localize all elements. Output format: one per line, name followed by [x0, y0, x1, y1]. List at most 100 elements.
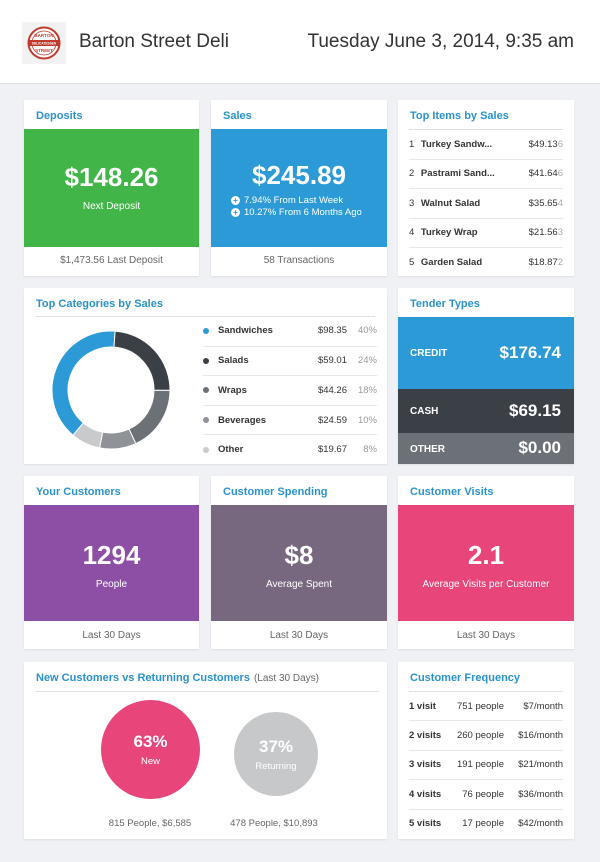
- customer-spending-period: Last 30 Days: [269, 630, 329, 641]
- frequency-people: 17 people: [462, 818, 504, 830]
- logo-text-mid: DELICATESSEN: [32, 42, 57, 46]
- customer-count: 1294: [82, 540, 141, 570]
- customer-visits-card[interactable]: Customer Visits 2.1 Average Visits per C…: [398, 476, 574, 649]
- frequency-people: 260 people: [456, 730, 504, 742]
- top-item-rank: 1: [409, 138, 415, 150]
- customer-frequency-title: Customer Frequency: [410, 672, 521, 684]
- customer-visits-period: Last 30 Days: [456, 630, 516, 641]
- category-row[interactable]: Other $19.67 8%: [203, 434, 377, 464]
- frequency-visits: 5 visits: [409, 818, 442, 830]
- donut-slice-other: [72, 422, 104, 449]
- logo-text-bottom: STREET: [35, 48, 53, 53]
- frequency-money: $16/month: [518, 730, 563, 742]
- tender-credit[interactable]: CREDIT $176.74: [398, 317, 574, 389]
- tender-types-title: Tender Types: [410, 298, 480, 310]
- top-item-rank: 4: [409, 227, 415, 239]
- customer-visits-title: Customer Visits: [410, 486, 494, 498]
- deli-logo-icon: BARTON DELICATESSEN STREET: [27, 26, 61, 60]
- top-item-price: $21.56: [528, 227, 558, 239]
- top-item-rank: 2: [409, 168, 415, 180]
- customer-spending-card[interactable]: Customer Spending $8 Average Spent Last …: [211, 476, 387, 649]
- your-customers-panel: 1294 People: [24, 505, 199, 621]
- top-item-count: 4: [557, 197, 563, 209]
- category-color-dot: [203, 357, 209, 364]
- plus-circle-icon: +: [231, 196, 240, 205]
- top-item-row[interactable]: 4 Turkey Wrap $21.56 3: [409, 217, 563, 248]
- categories-donut-chart: [51, 330, 171, 450]
- header-bar: BARTON DELICATESSEN STREET Barton Street…: [0, 0, 600, 84]
- frequency-row: 5 visits 17 people $42/month: [409, 808, 563, 838]
- top-item-price: $18.87: [528, 256, 558, 268]
- top-item-name: Garden Salad: [420, 256, 483, 268]
- category-name: Wraps: [218, 384, 247, 396]
- tender-cash[interactable]: CASH $69.15: [398, 389, 574, 433]
- category-color-dot: [203, 387, 209, 394]
- frequency-people: 751 people: [456, 700, 504, 712]
- sales-change-months: 10.27% From 6 Months Ago: [244, 207, 362, 218]
- top-item-name: Pastrami Sand...: [420, 168, 495, 180]
- customer-frequency-list: 1 visit 751 people $7/month 2 visits 260 peo…: [409, 691, 563, 838]
- top-categories-title: Top Categories by Sales: [36, 298, 163, 310]
- top-item-row[interactable]: 3 Walnut Salad $35.65 4: [409, 188, 563, 218]
- top-item-price: $49.13: [528, 138, 558, 150]
- customer-frequency-card: Customer Frequency 1 visit 751 people $7/m…: [398, 662, 574, 839]
- top-item-rank: 3: [409, 197, 415, 209]
- top-item-price: $41.64: [528, 168, 558, 180]
- deposits-panel: $148.26 Next Deposit: [24, 129, 199, 247]
- frequency-visits: 1 visit: [409, 700, 436, 712]
- top-item-row[interactable]: 5 Garden Salad $18.87 2: [409, 247, 563, 277]
- your-customers-card[interactable]: Your Customers 1294 People Last 30 Days: [24, 476, 199, 649]
- category-value: $19.67: [317, 444, 347, 456]
- sales-card[interactable]: Sales $245.89 +7.94% From Last Week +10.…: [211, 100, 387, 276]
- other-label: OTHER: [410, 444, 445, 455]
- category-row[interactable]: Wraps $44.26 18%: [203, 375, 377, 405]
- category-value: $59.01: [317, 355, 347, 367]
- frequency-row: 4 visits 76 people $36/month: [409, 779, 563, 808]
- frequency-visits: 3 visits: [409, 759, 442, 771]
- sales-change-months-row: +10.27% From 6 Months Ago: [231, 207, 387, 219]
- category-pct: 24%: [357, 355, 377, 367]
- customer-spending-panel: $8 Average Spent: [211, 505, 387, 621]
- credit-value: $176.74: [499, 343, 561, 362]
- customer-visits-panel: 2.1 Average Visits per Customer: [398, 505, 574, 621]
- tender-other[interactable]: OTHER $0.00: [398, 433, 574, 464]
- category-value: $98.35: [317, 325, 347, 337]
- donut-slice-sandwiches: [51, 330, 116, 436]
- top-items-title: Top Items by Sales: [410, 110, 509, 122]
- credit-label: CREDIT: [410, 348, 448, 359]
- category-value: $24.59: [317, 414, 347, 426]
- new-vs-returning-heading: New Customers vs Returning Customers: [36, 672, 250, 684]
- your-customers-title: Your Customers: [36, 486, 121, 498]
- category-row[interactable]: Sandwiches $98.35 40%: [203, 316, 377, 346]
- deposits-title: Deposits: [36, 110, 83, 122]
- top-item-row[interactable]: 2 Pastrami Sand... $41.64 6: [409, 158, 563, 189]
- frequency-people: 191 people: [456, 759, 504, 771]
- top-item-count: 2: [557, 256, 563, 268]
- category-value: $44.26: [317, 384, 347, 396]
- frequency-money: $21/month: [518, 759, 563, 771]
- top-item-row[interactable]: 1 Turkey Sandw... $49.13 6: [409, 129, 563, 159]
- next-deposit-amount: $148.26: [64, 162, 159, 192]
- donut-slice-salads: [113, 330, 171, 391]
- category-name: Salads: [218, 355, 249, 367]
- deposits-card[interactable]: Deposits $148.26 Next Deposit $1,473.56 …: [24, 100, 199, 276]
- top-item-price: $35.65: [528, 197, 558, 209]
- top-item-name: Turkey Wrap: [420, 227, 478, 239]
- donut-slice-wraps: [128, 389, 171, 445]
- average-spent-value: $8: [284, 540, 314, 570]
- new-customers-footer: 815 People, $6,585: [108, 818, 192, 829]
- frequency-row: 1 visit 751 people $7/month: [409, 691, 563, 720]
- frequency-money: $7/month: [523, 700, 563, 712]
- category-row[interactable]: Salads $59.01 24%: [203, 345, 377, 376]
- returning-customers-circle: 37% Returning: [234, 712, 318, 796]
- new-vs-returning-title: New Customers vs Returning Customers (Las…: [36, 672, 319, 684]
- top-item-rank: 5: [409, 256, 415, 268]
- returning-customers-pct: 37%: [258, 736, 294, 756]
- cash-value: $69.15: [509, 401, 561, 420]
- last-deposit: $1,473.56 Last Deposit: [60, 255, 163, 266]
- new-vs-returning-card: New Customers vs Returning Customers (Las…: [24, 662, 387, 839]
- logo-text-top: BARTON: [34, 33, 53, 38]
- category-name: Sandwiches: [218, 325, 273, 337]
- category-name: Other: [218, 444, 244, 456]
- category-row[interactable]: Beverages $24.59 10%: [203, 404, 377, 435]
